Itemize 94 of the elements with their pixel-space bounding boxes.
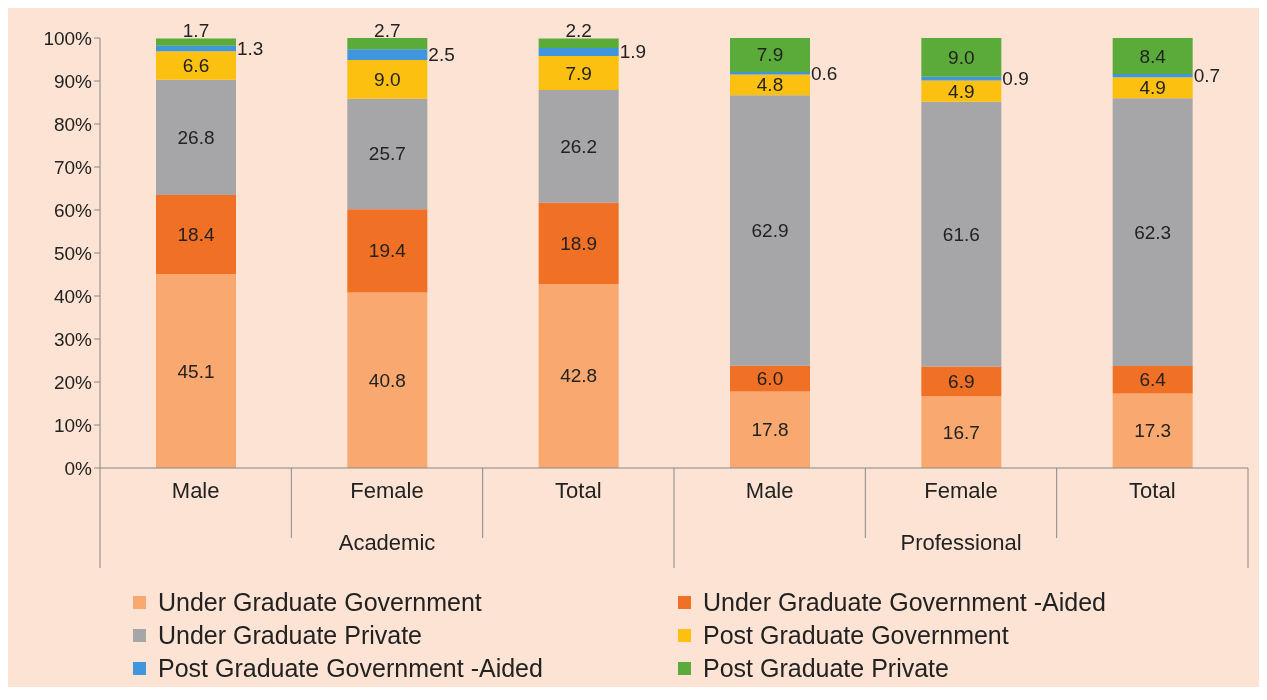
data-label: 6.9 xyxy=(948,370,975,392)
y-tick-label: 50% xyxy=(53,242,93,264)
data-label: 4.9 xyxy=(1139,77,1166,99)
bar xyxy=(921,38,1002,77)
data-label: 62.3 xyxy=(1134,221,1172,243)
y-tick-label: 90% xyxy=(53,70,93,92)
bar xyxy=(730,391,810,468)
bar xyxy=(730,38,810,72)
bar xyxy=(347,209,428,293)
bar xyxy=(156,38,236,46)
y-tick-label: 30% xyxy=(53,328,93,350)
bar xyxy=(347,292,428,468)
bar xyxy=(921,366,1002,397)
data-label: 25.7 xyxy=(368,143,406,165)
data-label: 17.8 xyxy=(751,419,789,441)
data-label: 2.2 xyxy=(565,19,592,41)
y-tick-label: 10% xyxy=(53,414,93,436)
data-label: 16.7 xyxy=(942,421,980,443)
bar xyxy=(156,194,236,275)
legend-label: Post Graduate Government xyxy=(703,621,1009,650)
data-label: 9.0 xyxy=(948,46,975,68)
legend-label: Under Graduate Government -Aided xyxy=(703,588,1106,617)
bar xyxy=(1112,366,1193,394)
data-label: 8.4 xyxy=(1139,45,1167,67)
bar xyxy=(538,56,619,91)
data-label: 45.1 xyxy=(177,360,215,382)
x-tick-label: Total xyxy=(1129,478,1176,503)
data-label: 2.5 xyxy=(428,44,455,66)
data-label: 7.9 xyxy=(565,62,592,84)
data-label: 1.7 xyxy=(182,19,210,41)
data-label: 40.8 xyxy=(368,369,406,391)
x-tick-label: Male xyxy=(745,478,794,503)
data-label: 4.9 xyxy=(948,80,975,102)
bar xyxy=(538,283,619,468)
bar xyxy=(156,79,236,195)
y-tick-label: 100% xyxy=(43,27,93,49)
data-label: 19.4 xyxy=(368,240,407,262)
legend-label: Post Graduate Government -Aided xyxy=(158,654,543,683)
data-label: 18.4 xyxy=(177,224,215,246)
bar xyxy=(921,80,1002,102)
x-tick-label: Female xyxy=(924,478,998,503)
y-tick-label: 60% xyxy=(53,199,93,221)
data-label: 62.9 xyxy=(751,219,789,241)
x-tick-label: Female xyxy=(350,478,424,503)
data-label: 2.7 xyxy=(374,19,401,41)
data-label: 9.0 xyxy=(374,68,401,90)
data-label: 1.9 xyxy=(619,41,647,63)
data-label: 0.7 xyxy=(1193,65,1221,87)
bar xyxy=(1112,38,1193,75)
y-tick-label: 40% xyxy=(53,285,93,307)
data-label: 6.4 xyxy=(1139,369,1167,391)
data-label: 6.0 xyxy=(756,368,784,390)
data-label: 26.8 xyxy=(177,126,215,148)
bar xyxy=(538,202,619,284)
bar xyxy=(347,38,428,50)
y-tick-label: 20% xyxy=(53,371,93,393)
y-tick-label: 80% xyxy=(53,113,93,135)
x-tick-label: Male xyxy=(171,478,220,503)
bar xyxy=(347,59,428,99)
data-label: 1.3 xyxy=(237,38,264,60)
bar xyxy=(921,76,1002,81)
bar xyxy=(1112,393,1193,468)
bar xyxy=(347,49,428,60)
y-tick-label: 70% xyxy=(53,156,93,178)
text: Academic xyxy=(338,530,436,555)
bar xyxy=(538,90,619,203)
legend-label: Under Graduate Private xyxy=(158,621,423,650)
bar xyxy=(538,47,619,57)
bar xyxy=(156,274,236,468)
data-label: 7.9 xyxy=(756,44,784,66)
bar xyxy=(156,51,236,80)
bar xyxy=(730,95,810,366)
data-label: 18.9 xyxy=(560,232,598,254)
data-label: 0.6 xyxy=(811,62,838,84)
bar xyxy=(1112,98,1193,367)
bar xyxy=(1112,77,1193,99)
legend-label: Post Graduate Private xyxy=(703,654,949,683)
bar xyxy=(347,98,428,210)
data-label: 26.2 xyxy=(560,135,598,157)
legend-label: Under Graduate Government xyxy=(158,588,482,617)
data-label: 6.6 xyxy=(182,55,210,77)
x-tick-label: Total xyxy=(555,478,602,503)
data-label: 42.8 xyxy=(560,365,598,387)
bar xyxy=(730,71,810,75)
bar xyxy=(921,396,1002,468)
bar xyxy=(538,38,619,48)
data-label: 61.6 xyxy=(942,223,980,245)
bar xyxy=(921,101,1002,367)
data-label: 4.8 xyxy=(756,74,784,96)
data-label: 0.9 xyxy=(1002,68,1029,90)
text: Professional xyxy=(900,530,1022,555)
data-label: 17.3 xyxy=(1134,420,1172,442)
y-tick-label: 0% xyxy=(64,457,93,479)
bar xyxy=(1112,74,1193,78)
